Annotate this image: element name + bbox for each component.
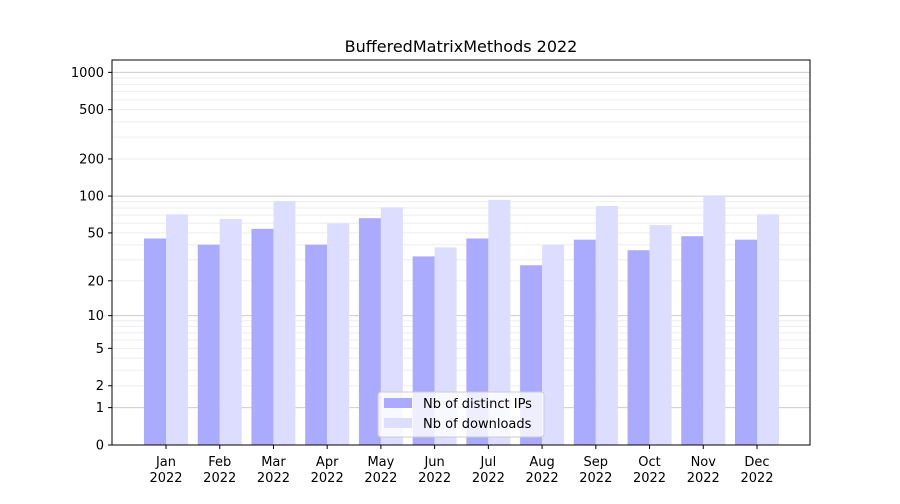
x-tick-label: Aug 2022 xyxy=(526,455,559,486)
y-tick-label: 0 xyxy=(96,439,104,454)
legend-swatch xyxy=(384,418,412,428)
y-tick-label: 5 xyxy=(96,342,104,357)
x-tick-label: Mar 2022 xyxy=(257,455,290,486)
bar-downloads xyxy=(273,201,296,445)
bar-downloads xyxy=(488,199,511,445)
bar-distinct-ips xyxy=(735,239,757,445)
y-tick-label: 20 xyxy=(87,274,104,289)
bar-distinct-ips xyxy=(251,228,274,445)
y-tick-label: 100 xyxy=(79,190,104,205)
plot-frame xyxy=(111,59,811,446)
bar-downloads xyxy=(757,214,779,445)
x-tick-label: Feb 2022 xyxy=(203,455,236,486)
y-tick-label: 1000 xyxy=(71,66,104,81)
bar-downloads xyxy=(542,244,565,445)
legend: Nb of distinct IPs Nb of downloads xyxy=(377,391,545,438)
bar-distinct-ips xyxy=(358,218,381,445)
x-tick-label: Oct 2022 xyxy=(633,455,666,486)
legend-label: Nb of downloads xyxy=(423,417,532,432)
bar-distinct-ips xyxy=(627,250,650,445)
x-tick-label: Sep 2022 xyxy=(579,455,612,486)
x-tick-label: Jul 2022 xyxy=(472,455,505,486)
bar-downloads xyxy=(595,206,618,445)
y-tick-label: 50 xyxy=(87,226,104,241)
bar-downloads xyxy=(327,223,350,445)
bar-distinct-ips xyxy=(681,236,704,445)
x-tick-label: Apr 2022 xyxy=(311,455,344,486)
bar-downloads xyxy=(380,207,403,445)
y-tick-label: 10 xyxy=(87,309,104,324)
bar-distinct-ips xyxy=(573,239,596,445)
legend-swatch xyxy=(384,398,412,408)
bar-downloads xyxy=(649,225,672,445)
bar-distinct-ips xyxy=(197,244,220,445)
bar-downloads xyxy=(219,219,242,445)
chart-title: BufferedMatrixMethods 2022 xyxy=(345,37,578,56)
x-tick-label: May 2022 xyxy=(364,455,397,486)
x-tick-label: Dec 2022 xyxy=(740,455,773,486)
y-tick-label: 2 xyxy=(96,379,104,394)
y-tick-label: 500 xyxy=(79,103,104,118)
bar-downloads xyxy=(703,196,726,445)
y-tick-label: 200 xyxy=(79,152,104,167)
legend-label: Nb of distinct IPs xyxy=(423,397,532,412)
bar-distinct-ips xyxy=(144,238,166,445)
x-tick-label: Nov 2022 xyxy=(687,455,720,486)
x-tick-label: Jun 2022 xyxy=(418,455,451,486)
bar-downloads xyxy=(166,214,188,445)
y-tick-label: 1 xyxy=(96,401,104,416)
bar-distinct-ips xyxy=(305,244,328,445)
x-tick-label: Jan 2022 xyxy=(149,455,182,486)
legend-box xyxy=(377,391,545,438)
